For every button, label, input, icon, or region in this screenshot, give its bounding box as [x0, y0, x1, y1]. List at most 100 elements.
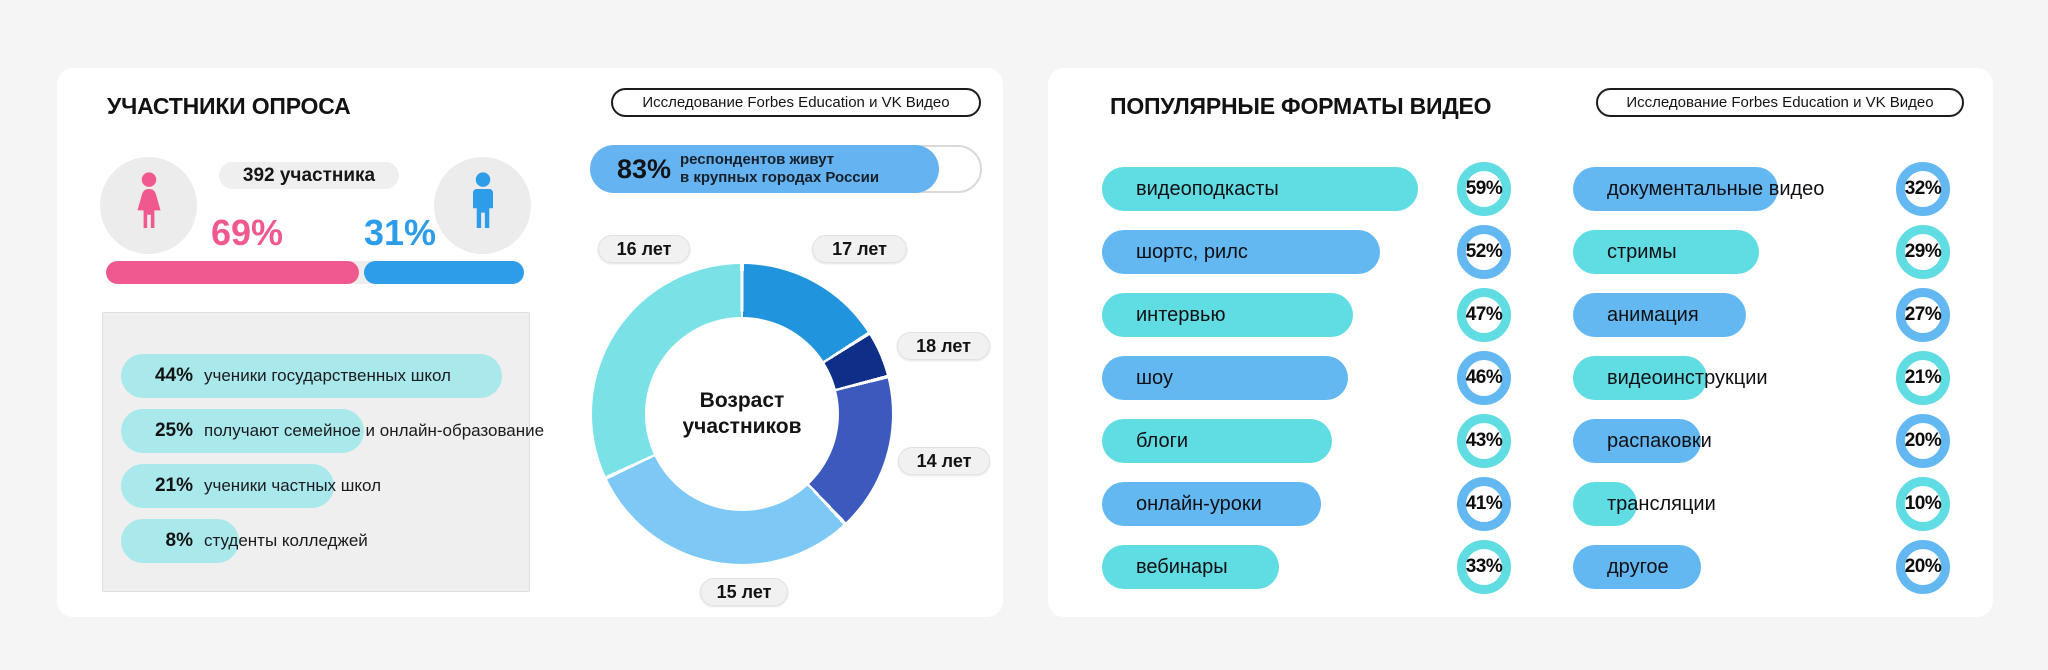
format-row: другое 20% [1573, 540, 1977, 594]
format-bar [1573, 167, 1778, 211]
format-percent-ring: 20% [1896, 414, 1950, 468]
format-row: документальные видео 32% [1573, 162, 1977, 216]
stat-label: получают семейное и онлайн-образование [204, 421, 545, 440]
format-bar [1102, 356, 1348, 400]
format-row: онлайн-уроки 41% [1102, 477, 1538, 531]
research-badge-right: Исследование Forbes Education и VK Видео [1596, 88, 1964, 117]
format-bar [1102, 167, 1418, 211]
format-row: блоги 43% [1102, 414, 1538, 468]
format-percent-ring: 52% [1457, 225, 1511, 279]
format-percent: 59% [1465, 178, 1503, 199]
format-percent: 27% [1904, 304, 1942, 325]
format-label: интервью [1136, 303, 1226, 326]
female-icon [136, 171, 161, 228]
format-percent: 10% [1904, 493, 1942, 514]
format-row: трансляции 10% [1573, 477, 1977, 531]
female-bar [106, 261, 359, 284]
format-percent-ring: 46% [1457, 351, 1511, 405]
format-bar [1102, 545, 1279, 589]
male-percent: 31% [363, 212, 437, 253]
format-percent: 52% [1465, 241, 1503, 262]
format-bar [1102, 293, 1353, 337]
format-row: видеоинструкции 21% [1573, 351, 1977, 405]
video-formats-card: ПОПУЛЯРНЫЕ ФОРМАТЫ ВИДЕО Исследование Fo… [1048, 68, 1993, 617]
format-percent: 47% [1465, 304, 1503, 325]
format-bar [1102, 230, 1380, 274]
stat-row: 44% ученики государственных школ [103, 354, 529, 398]
male-icon [472, 171, 493, 228]
format-percent-ring: 10% [1896, 477, 1950, 531]
stat-label: ученики частных школ [204, 476, 382, 495]
stat-percent: 44% [154, 365, 193, 386]
city-description-line2: в крупных городах России [680, 169, 880, 186]
format-bar [1102, 419, 1332, 463]
female-percent: 69% [210, 212, 284, 253]
survey-participants-card: УЧАСТНИКИ ОПРОСА Исследование Forbes Edu… [57, 68, 1003, 617]
format-bar [1573, 545, 1701, 589]
format-label: онлайн-уроки [1136, 492, 1262, 515]
stat-row: 25% получают семейное и онлайн-образован… [103, 409, 544, 453]
stat-bar [121, 519, 239, 563]
format-percent-ring: 59% [1457, 162, 1511, 216]
male-bar [364, 261, 524, 284]
format-percent-ring: 29% [1896, 225, 1950, 279]
city-percent: 83% [617, 153, 672, 184]
format-percent: 21% [1904, 367, 1942, 388]
stat-bar [121, 409, 364, 453]
format-label: видеоинструкции [1607, 366, 1768, 389]
age-donut-chart: Возраст участников [592, 264, 892, 564]
total-participants-pill: 392 участника [219, 162, 399, 189]
format-label: шоу [1136, 366, 1173, 389]
format-percent-ring: 32% [1896, 162, 1950, 216]
format-bar [1573, 419, 1701, 463]
format-row: шоу 46% [1102, 351, 1538, 405]
stat-bar [121, 464, 334, 508]
format-row: интервью 47% [1102, 288, 1538, 342]
city-progress-widget: 83% респондентов живут в крупных городах… [590, 145, 982, 193]
stat-label: студенты колледжей [204, 531, 368, 550]
format-percent: 29% [1904, 241, 1942, 262]
city-description: респондентов живут в крупных городах Рос… [680, 151, 879, 187]
research-badge-left: Исследование Forbes Education и VK Видео [611, 88, 981, 117]
left-panel-title: УЧАСТНИКИ ОПРОСА [107, 93, 351, 119]
format-percent-ring: 20% [1896, 540, 1950, 594]
format-bar [1573, 293, 1746, 337]
format-bar [1573, 482, 1637, 526]
format-percent: 20% [1904, 430, 1942, 451]
format-percent-ring: 21% [1896, 351, 1950, 405]
age-label-17: 17 лет [812, 235, 907, 263]
female-avatar-circle [100, 157, 197, 254]
donut-center-line2: участников [682, 415, 802, 438]
format-percent: 41% [1465, 493, 1503, 514]
format-label: распаковки [1607, 429, 1712, 452]
stat-percent: 25% [154, 420, 193, 441]
format-row: распаковки 20% [1573, 414, 1977, 468]
format-percent: 33% [1465, 556, 1503, 577]
format-percent-ring: 41% [1457, 477, 1511, 531]
age-label-14: 14 лет [898, 447, 990, 475]
format-label: шортс, рилс [1136, 240, 1248, 263]
male-avatar-circle [434, 157, 531, 254]
format-label: стримы [1607, 240, 1677, 263]
stat-row: 21% ученики частных школ [103, 464, 529, 508]
stat-label: ученики государственных школ [204, 366, 451, 385]
age-label-16: 16 лет [598, 235, 690, 263]
format-label: трансляции [1607, 492, 1716, 515]
format-percent-ring: 27% [1896, 288, 1950, 342]
right-panel-title: ПОПУЛЯРНЫЕ ФОРМАТЫ ВИДЕО [1110, 93, 1492, 119]
format-row: стримы 29% [1573, 225, 1977, 279]
city-progress-fill [590, 145, 939, 193]
donut-center-line1: Возраст [699, 389, 785, 412]
format-percent: 43% [1465, 430, 1503, 451]
format-percent-ring: 33% [1457, 540, 1511, 594]
donut-hole [645, 317, 839, 511]
format-percent-ring: 43% [1457, 414, 1511, 468]
format-label: блоги [1136, 429, 1189, 452]
format-percent-ring: 47% [1457, 288, 1511, 342]
format-bar [1573, 230, 1759, 274]
format-row: вебинары 33% [1102, 540, 1538, 594]
format-percent: 32% [1904, 178, 1942, 199]
format-label: видеоподкасты [1136, 177, 1279, 200]
format-row: анимация 27% [1573, 288, 1977, 342]
